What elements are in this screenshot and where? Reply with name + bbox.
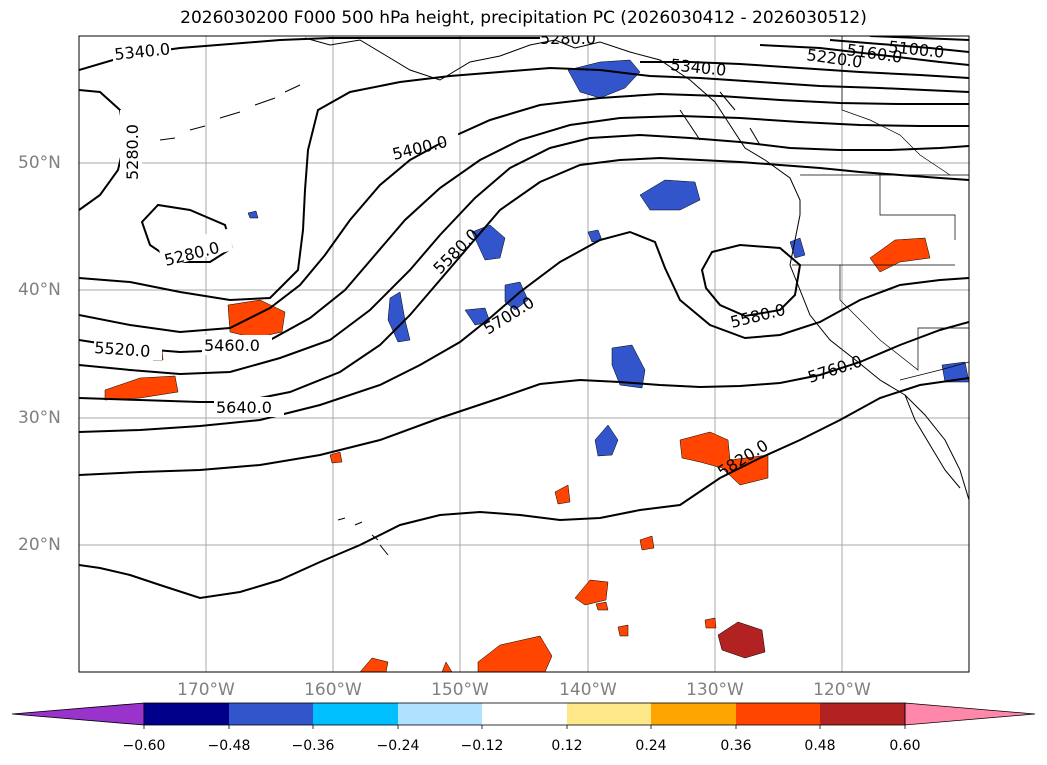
lat-label-40n: 40°N [18,280,61,300]
precip-pos-blob [704,617,717,629]
alaska-coast [304,37,801,215]
hawaii-islands [337,517,389,556]
precip-pos-blob [227,299,286,339]
lon-label-130w: 130°W [686,680,744,700]
contour-5220 [759,44,969,66]
colorbar-segment [736,703,820,725]
contour-5100 [869,36,969,41]
state-border [879,175,956,240]
canada-border [841,36,951,176]
precip-pos-blob [359,657,389,672]
baja-coast [904,394,961,489]
colorbar-tick-label: −0.36 [291,738,335,754]
contour-5460 [79,92,969,334]
colorbar-segment [229,703,313,725]
precip-neg-blob [594,424,619,457]
colorbar-segment [820,703,905,725]
contour-5820 [79,377,969,600]
colorbar-tick-label: 0.24 [635,738,667,754]
precip-neg-blob [611,344,646,389]
lat-label-50n: 50°N [18,153,61,173]
contour-5760 [79,321,969,476]
precip-pos-blob [717,621,766,659]
precip-neg-blob [247,210,259,219]
mexico-border [899,361,969,381]
lat-label-30n: 30°N [18,408,61,428]
contour-5400 [79,66,969,302]
colorbar-tick-label: −0.12 [460,738,504,754]
lon-label-120w: 120°W [813,680,871,700]
precip-pos-blob [574,579,609,606]
precip-pos-blob [679,431,769,486]
negative-precip-areas [247,59,969,457]
precip-neg-blob [387,291,411,343]
precip-neg-blob [789,237,806,259]
contour-5580-low [700,243,802,318]
aleutian-islands [159,84,301,141]
colorbar-tick-label: 0.12 [551,738,583,754]
bc-coast-islands [679,91,761,146]
contour-5160 [829,39,969,53]
colorbar-segment [313,703,398,725]
precip-pos-blob [104,375,179,401]
lon-label-140w: 140°W [559,680,617,700]
precip-pos-blob [617,624,629,637]
contour-5280-low [140,203,234,263]
colorbar-tick-label: 0.48 [804,738,836,754]
political-borders [792,36,969,381]
contour-5700 [79,230,969,433]
colorbar-segment [398,703,482,725]
lat-label-20n: 20°N [18,535,61,555]
colorbar-tick-label: 0.36 [720,738,752,754]
colorbar-segment [482,703,567,725]
contour-5640 [79,156,969,403]
precip-neg-blob [639,179,701,211]
colorbar-tick-label: 0.60 [889,738,921,754]
lon-label-160w: 160°W [304,680,362,700]
colorbar-tick-label: −0.24 [376,738,420,754]
colorbar-segment [567,703,651,725]
colorbar-tick-label: −0.60 [122,738,166,754]
lon-label-170w: 170°W [177,680,235,700]
precip-pos-blob [477,635,553,672]
precip-pos-blob [869,237,931,273]
precip-pos-blob [329,451,343,464]
contour-5340-b [640,61,969,79]
precip-pos-blob [441,661,453,672]
map-title: 2026030200 F000 500 hPa height, precipit… [180,8,867,28]
plot-frame [78,35,970,673]
precip-neg-blob [941,361,969,383]
lon-label-150w: 150°W [431,680,489,700]
contour-label: 5280.0 [123,124,142,180]
contour-label: 5460.0 [204,336,260,355]
precip-neg-blob [464,307,491,326]
colorbar-segment [651,703,736,725]
colorbar-segment [144,703,229,725]
colorbar-extend-high [904,702,1036,726]
contour-label: 5280.0 [540,29,596,48]
precip-pos-blob [639,535,655,551]
colorbar-tick-label: −0.48 [207,738,251,754]
contour-5580 [79,133,969,376]
precip-pos-blob [595,601,609,611]
colorbar-extend-low [11,702,145,726]
colorbar [11,702,1036,729]
contour-label: 5520.0 [94,338,151,361]
positive-precip-areas [104,237,931,672]
gridlines [79,36,969,672]
contour-label: 5640.0 [216,398,272,417]
state-border [839,265,969,371]
precip-pos-blob [554,484,571,505]
